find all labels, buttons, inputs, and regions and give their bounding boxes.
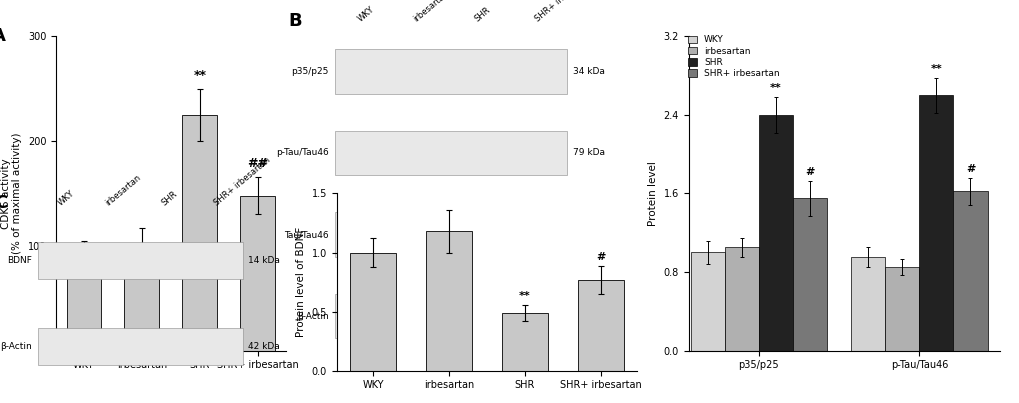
Text: WKY: WKY bbox=[356, 4, 376, 23]
Bar bbox=[350, 253, 395, 371]
Text: SHR+ irbesartan: SHR+ irbesartan bbox=[533, 0, 593, 23]
Bar bbox=[38, 242, 243, 279]
Y-axis label: CDK5 activity
(% of maximal activity): CDK5 activity (% of maximal activity) bbox=[1, 133, 22, 254]
Text: β-Actin: β-Actin bbox=[1, 342, 33, 351]
Text: 79 kDa: 79 kDa bbox=[573, 148, 604, 158]
Bar bbox=[723, 247, 758, 351]
Bar bbox=[578, 280, 624, 371]
Bar bbox=[240, 195, 275, 351]
Text: A: A bbox=[0, 27, 6, 45]
Text: BDNF: BDNF bbox=[7, 256, 33, 265]
Bar bbox=[426, 231, 472, 371]
Bar bbox=[758, 115, 792, 351]
Text: SHR: SHR bbox=[472, 5, 491, 23]
Text: 14 kDa: 14 kDa bbox=[248, 256, 280, 265]
Text: SHR+ irbesartan: SHR+ irbesartan bbox=[212, 155, 272, 207]
Text: 34 kDa: 34 kDa bbox=[573, 67, 604, 76]
Bar bbox=[918, 95, 953, 351]
Bar bbox=[884, 267, 918, 351]
Bar bbox=[850, 257, 884, 351]
Legend: WKY, irbesartan, SHR, SHR+ irbesartan: WKY, irbesartan, SHR, SHR+ irbesartan bbox=[686, 35, 780, 79]
Text: C: C bbox=[0, 194, 8, 212]
Text: #: # bbox=[804, 167, 814, 177]
Bar bbox=[334, 49, 567, 93]
Bar bbox=[501, 313, 547, 371]
Text: β-Actin: β-Actin bbox=[297, 312, 328, 321]
Text: Tau/Tau46: Tau/Tau46 bbox=[283, 230, 328, 239]
Text: **: ** bbox=[194, 69, 206, 82]
Text: **: ** bbox=[519, 291, 531, 301]
Text: #: # bbox=[965, 164, 974, 174]
Bar bbox=[953, 191, 986, 351]
Text: irbesartan: irbesartan bbox=[103, 172, 142, 207]
Bar bbox=[334, 212, 567, 257]
Bar bbox=[334, 294, 567, 339]
Text: B: B bbox=[288, 12, 302, 30]
Text: p35/p25: p35/p25 bbox=[290, 67, 328, 76]
Text: p-Tau/Tau46: p-Tau/Tau46 bbox=[275, 148, 328, 158]
Text: 42 kDa: 42 kDa bbox=[573, 312, 604, 321]
Text: SHR: SHR bbox=[160, 189, 179, 207]
Bar bbox=[38, 328, 243, 365]
Bar bbox=[690, 252, 723, 351]
Text: **: ** bbox=[929, 64, 942, 74]
Y-axis label: Protein level: Protein level bbox=[647, 161, 657, 226]
Text: 42 kDa: 42 kDa bbox=[248, 342, 279, 351]
Bar bbox=[334, 131, 567, 175]
Text: WKY: WKY bbox=[56, 188, 76, 207]
Text: irbesartan: irbesartan bbox=[411, 0, 449, 23]
Text: 79 kDa: 79 kDa bbox=[573, 230, 604, 239]
Bar bbox=[66, 246, 101, 351]
Text: **: ** bbox=[769, 83, 781, 93]
Y-axis label: Protein level of BDNF: Protein level of BDNF bbox=[296, 227, 306, 337]
Text: #: # bbox=[596, 252, 605, 262]
Bar bbox=[182, 115, 217, 351]
Bar bbox=[792, 198, 826, 351]
Text: ##: ## bbox=[247, 158, 268, 170]
Bar bbox=[124, 244, 159, 351]
